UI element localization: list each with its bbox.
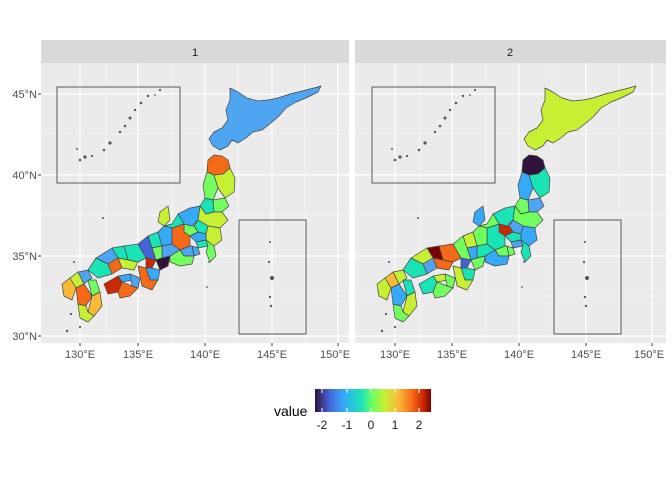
facet-1-region-ishikawa	[157, 205, 171, 227]
facet-2-region-mie	[470, 255, 486, 271]
y-tick-label: 30°N	[12, 331, 37, 343]
facet-1-region-wakayama	[137, 265, 159, 291]
x-tick-label: 135°E	[437, 349, 467, 361]
facet-1-region-yamaguchi	[87, 257, 113, 279]
x-tick-label: 130°E	[380, 349, 410, 361]
facet-2-inset-box-ryukyu	[371, 86, 496, 184]
facet-1-region-kagoshima	[77, 303, 95, 323]
facet-1-region-mie	[155, 255, 171, 271]
facet-1-region-hokkaido	[208, 85, 322, 151]
facet-2-region-hokkaido	[523, 85, 637, 151]
facet-1-region-miyagi	[212, 197, 230, 213]
facet-1-region-shizuoka	[169, 249, 195, 267]
facet-2-region-kochi	[432, 281, 454, 299]
facet-2-region-kumamoto	[390, 283, 408, 307]
facet-1-region-iwate	[213, 167, 236, 199]
x-tick-label: 135°E	[123, 349, 153, 361]
facet-1-japan-map	[61, 85, 322, 323]
facet-2-region-saitama	[504, 231, 522, 243]
x-tick-label: 140°E	[504, 349, 534, 361]
facet-1-strip-label: 1	[192, 47, 198, 59]
y-axis: 45°N 40°N 35°N 30°N	[12, 89, 41, 343]
facet-2-region-kagoshima	[392, 303, 410, 323]
facet-2-japan-map	[376, 85, 637, 323]
facet-2-region-nagasaki	[376, 277, 392, 301]
legend-title: value	[274, 403, 308, 419]
x-tick-label: 150°E	[320, 349, 350, 361]
facet-1-strip	[41, 40, 349, 63]
facet-2-region-yamaguchi	[402, 257, 428, 279]
facet-1: 1	[41, 40, 349, 343]
y-tick-label: 35°N	[12, 251, 37, 263]
facet-2-region-shizuoka	[484, 249, 510, 267]
facet-1-islets	[62, 88, 274, 333]
x-tick-label: 150°E	[634, 349, 664, 361]
facet-1-region-miyazaki	[87, 291, 103, 317]
facet-2-region-iwate	[528, 167, 551, 199]
legend-tick-label: -1	[342, 418, 353, 432]
facet-1-region-nagasaki	[61, 277, 77, 301]
facet-1-inset-box-ryukyu	[56, 86, 181, 184]
y-tick-label: 45°N	[12, 89, 37, 101]
y-tick-label: 40°N	[12, 170, 37, 182]
facet-1-region-chiba	[205, 239, 217, 263]
facet-2-inset-box-ogasawara	[553, 219, 622, 335]
facet-2-region-miyagi	[527, 197, 545, 213]
legend-colorbar	[315, 389, 431, 412]
facet-1-inset-box-ogasawara	[238, 219, 307, 335]
x-tick-label: 140°E	[190, 349, 220, 361]
legend-tick-label: 2	[416, 418, 423, 432]
facet-2-strip	[355, 40, 666, 63]
x-tick-label: 130°E	[65, 349, 95, 361]
facet-2-islets	[377, 88, 589, 333]
x-tick-label: 145°E	[571, 349, 601, 361]
legend-tick-label: -2	[317, 418, 328, 432]
facet-2-region-wakayama	[452, 265, 474, 291]
legend-tick-label: 0	[368, 418, 375, 432]
facet-2: 2	[355, 40, 666, 343]
x-axis-facet-1: 130°E 135°E 140°E 145°E 150°E	[65, 343, 350, 361]
facet-2-region-miyazaki	[402, 291, 418, 317]
facet-2-strip-label: 2	[507, 47, 513, 59]
facet-2-region-ishikawa	[472, 205, 486, 227]
facet-1-region-kumamoto	[75, 283, 93, 307]
facet-1-region-kochi	[117, 281, 139, 299]
legend: value -2 -1 0 1 2	[274, 389, 431, 432]
legend-tick-label: 1	[392, 418, 399, 432]
facet-1-region-saitama	[189, 231, 207, 243]
x-axis-facet-2: 130°E 135°E 140°E 145°E 150°E	[380, 343, 664, 361]
facet-2-region-chiba	[520, 239, 532, 263]
x-tick-label: 145°E	[257, 349, 287, 361]
